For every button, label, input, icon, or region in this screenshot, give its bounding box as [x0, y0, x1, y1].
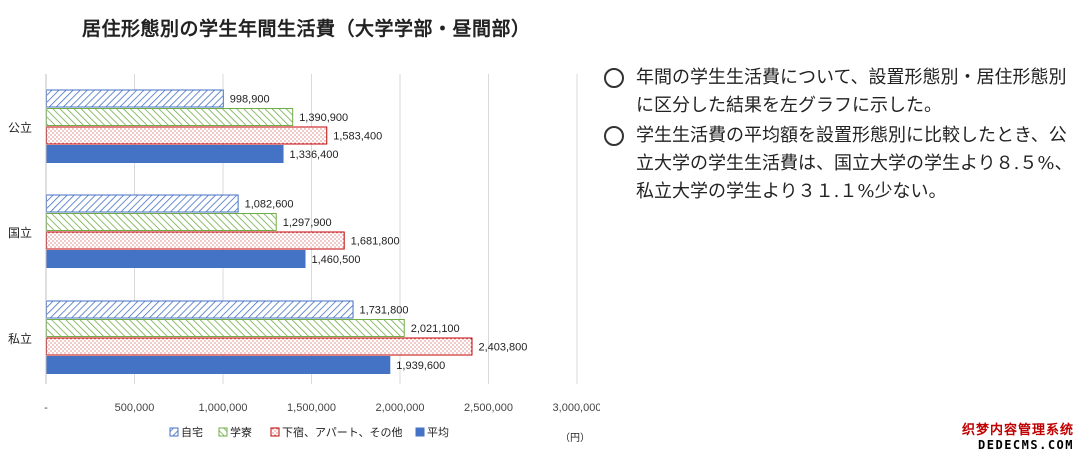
data-label: 1,939,600 [396, 360, 445, 372]
bar-series-home [46, 194, 239, 213]
data-label: 1,681,800 [351, 235, 400, 247]
notes-panel: 年間の学生生活費について、設置形態別・居住形態別に区分した結果を左グラフに示した… [604, 64, 1074, 208]
note-item: 年間の学生生活費について、設置形態別・居住形態別に区分した結果を左グラフに示した… [604, 64, 1074, 120]
bars-layer [46, 89, 473, 374]
legend: 自宅 学寮 下宿、アパート、その他 平均 [169, 425, 449, 439]
legend-swatch [169, 427, 179, 437]
category-label: 私立 [8, 331, 32, 346]
bar-series-boarding [46, 231, 345, 250]
note-text: 学生生活費の平均額を設置形態別に比較したとき、公立大学の学生生活費は、国立大学の… [636, 125, 1073, 202]
bar-series-average [46, 145, 284, 163]
bar-series-home [46, 89, 224, 108]
legend-label: 平均 [427, 426, 449, 439]
x-tick-label: - [44, 402, 48, 414]
bar-series-boarding [46, 126, 328, 145]
bar-series-average [46, 250, 306, 268]
data-label: 1,390,900 [299, 112, 348, 124]
x-tick-label: 2,000,000 [376, 402, 425, 414]
watermark-line1: 织梦内容管理系统 [961, 423, 1074, 438]
bar-chart: 998,900 1,082,600 1,731,800 1,390,900 1,297,… [8, 74, 600, 444]
unit-label: （円） [560, 432, 590, 444]
bar-series-boarding [46, 337, 473, 356]
data-label: 1,297,900 [283, 217, 332, 229]
legend-item-series-home: 自宅 [169, 425, 203, 439]
bar-series-dorm [46, 213, 277, 231]
bar-series-average [46, 356, 391, 374]
x-tick-label: 2,500,000 [464, 402, 513, 414]
data-label: 1,460,500 [312, 254, 361, 266]
bar-series-dorm [46, 108, 294, 126]
x-tick-label: 3,000,000 [553, 402, 600, 414]
data-label: 1,583,400 [333, 130, 382, 142]
category-label: 国立 [8, 225, 32, 240]
legend-item-series-dorm: 学寮 [218, 425, 252, 439]
bar-series-home [46, 300, 354, 319]
legend-swatch [270, 427, 280, 437]
x-tick-label: 1,000,000 [199, 402, 248, 414]
watermark-line2: DEDECMS.COM [978, 438, 1074, 452]
circle-bullet-icon [604, 68, 624, 88]
axis-layer: - 500,000 1,000,000 1,500,000 2,000,000 2,500… [8, 74, 600, 444]
legend-label: 自宅 [181, 425, 203, 439]
note-text: 年間の学生生活費について、設置形態別・居住形態別に区分した結果を左グラフに示した… [636, 67, 1067, 116]
category-label: 公立 [8, 120, 32, 135]
data-label: 1,336,400 [290, 149, 339, 161]
data-label: 1,731,800 [360, 304, 409, 316]
data-label: 2,021,100 [411, 323, 460, 335]
data-label: 1,082,600 [245, 198, 294, 210]
page-title: 居住形態別の学生年間生活費（大学学部・昼間部） [82, 18, 531, 40]
legend-item-series-average: 平均 [415, 426, 449, 439]
x-tick-label: 1,500,000 [287, 402, 336, 414]
legend-item-series-boarding: 下宿、アパート、その他 [270, 425, 403, 439]
watermark: 织梦内容管理系统 DEDECMS.COM [962, 423, 1074, 453]
data-labels-layer: 998,900 1,082,600 1,731,800 1,390,900 1,297,… [230, 93, 528, 372]
x-tick-label: 500,000 [115, 402, 155, 414]
circle-bullet-icon [604, 126, 624, 146]
legend-label: 学寮 [230, 425, 252, 439]
data-label: 998,900 [230, 93, 270, 105]
data-label: 2,403,800 [478, 341, 527, 353]
legend-swatch [415, 427, 425, 437]
bar-series-dorm [46, 319, 405, 337]
legend-swatch [218, 427, 228, 437]
note-item: 学生生活費の平均額を設置形態別に比較したとき、公立大学の学生生活費は、国立大学の… [604, 122, 1074, 206]
legend-label: 下宿、アパート、その他 [282, 425, 403, 439]
